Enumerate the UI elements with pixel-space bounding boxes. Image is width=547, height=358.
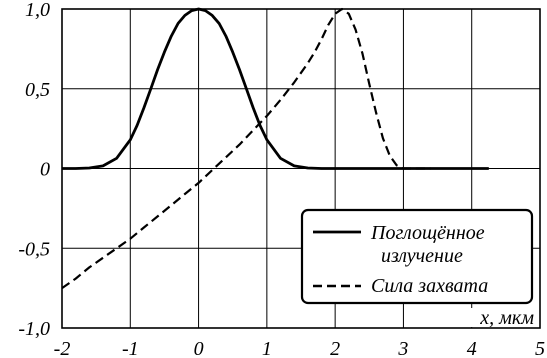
- y-tick-label-0: 1,0: [25, 0, 50, 21]
- legend: Поглощённое излучение Сила захвата: [300, 208, 534, 305]
- y-tick-label-3: -0,5: [18, 238, 50, 260]
- x-tick-label-5: 3: [397, 338, 408, 358]
- y-tick-label-1: 0,5: [25, 79, 50, 101]
- x-tick-label-6: 4: [467, 338, 477, 358]
- x-tick-label-7: 5: [535, 338, 545, 358]
- series-line-1: [61, 7, 431, 290]
- series-line-0: [62, 7, 489, 170]
- x-tick-label-1: -1: [122, 338, 139, 358]
- y-tick-label-2: 0: [40, 159, 50, 181]
- y-tick-labels: 1,0 0,5 0 -0,5 -1,0: [18, 0, 50, 340]
- x-axis-label: x, мкм: [479, 307, 534, 329]
- x-tick-labels: -2 -1 0 1 2 3 4 5: [54, 338, 545, 358]
- x-tick-label-4: 2: [330, 338, 340, 358]
- legend-label-absorbed-line2: излучение: [381, 245, 463, 267]
- legend-label-capture-force: Сила захвата: [371, 275, 488, 297]
- series-layer: [61, 7, 489, 290]
- x-tick-label-3: 1: [262, 338, 272, 358]
- x-tick-label-2: 0: [194, 338, 204, 358]
- x-tick-label-0: -2: [54, 338, 71, 358]
- y-tick-label-4: -1,0: [18, 318, 50, 340]
- legend-label-absorbed-line1: Поглощённое: [370, 222, 485, 244]
- plot-frame: [61, 8, 541, 329]
- x-axis-label-background: [468, 308, 538, 327]
